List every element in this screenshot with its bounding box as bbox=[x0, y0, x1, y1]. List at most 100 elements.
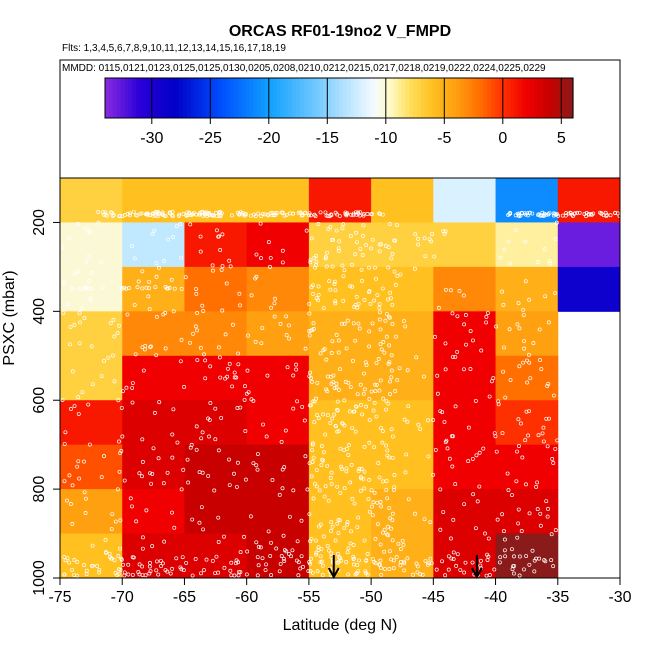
track-point bbox=[392, 485, 397, 490]
track-point bbox=[283, 428, 288, 433]
track-point bbox=[378, 562, 383, 567]
track-point bbox=[345, 550, 350, 555]
track-point bbox=[494, 449, 499, 454]
track-point bbox=[308, 258, 313, 262]
colorbar-segment bbox=[569, 78, 574, 118]
track-point bbox=[384, 487, 389, 492]
track-point bbox=[185, 457, 190, 462]
track-point bbox=[608, 213, 613, 218]
track-point bbox=[380, 286, 385, 291]
track-point bbox=[273, 296, 277, 301]
track-point bbox=[97, 570, 102, 575]
track-point bbox=[337, 367, 342, 372]
track-point bbox=[267, 264, 272, 269]
track-point bbox=[212, 488, 217, 493]
track-point bbox=[416, 236, 420, 241]
colorbar-segment bbox=[428, 78, 434, 118]
track-point bbox=[498, 255, 503, 260]
track-point bbox=[140, 546, 145, 551]
track-point bbox=[525, 380, 530, 385]
track-point bbox=[371, 408, 376, 413]
track-point bbox=[346, 443, 351, 447]
track-point bbox=[279, 554, 284, 558]
track-point bbox=[484, 314, 489, 319]
track-point bbox=[329, 551, 334, 556]
track-point bbox=[110, 512, 115, 517]
track-point bbox=[333, 538, 338, 543]
track-point bbox=[213, 210, 218, 215]
track-point bbox=[105, 213, 109, 218]
track-point bbox=[128, 211, 132, 216]
track-point bbox=[370, 321, 375, 326]
track-point bbox=[335, 407, 339, 412]
track-point bbox=[522, 339, 527, 343]
track-point bbox=[321, 306, 326, 310]
heatmap-cell bbox=[246, 355, 310, 401]
track-point bbox=[117, 214, 122, 219]
track-point bbox=[436, 305, 441, 310]
track-point bbox=[503, 395, 508, 400]
track-point bbox=[386, 401, 391, 406]
track-point bbox=[312, 399, 317, 404]
heatmap-cell bbox=[495, 444, 559, 490]
track-point bbox=[219, 267, 224, 272]
colorbar-segment bbox=[370, 78, 375, 118]
track-point bbox=[287, 514, 292, 519]
track-point bbox=[348, 541, 353, 546]
heatmap-cell bbox=[184, 178, 248, 223]
track-point bbox=[150, 232, 155, 237]
track-point bbox=[379, 572, 384, 577]
track-point bbox=[455, 349, 460, 354]
track-point bbox=[268, 255, 273, 260]
heatmap-cell bbox=[557, 222, 621, 268]
track-point bbox=[345, 520, 350, 525]
track-point bbox=[222, 534, 226, 539]
track-point bbox=[170, 566, 175, 571]
track-point bbox=[140, 459, 145, 464]
track-point bbox=[340, 421, 345, 426]
track-point bbox=[358, 488, 363, 493]
track-point bbox=[546, 381, 551, 386]
track-point bbox=[520, 455, 525, 460]
track-point bbox=[294, 367, 299, 372]
track-point bbox=[234, 484, 239, 489]
heatmap-cell bbox=[246, 489, 310, 535]
track-point bbox=[120, 389, 125, 394]
colorbar-segment bbox=[526, 78, 531, 118]
track-point bbox=[563, 213, 568, 218]
track-point bbox=[270, 478, 275, 482]
track-point bbox=[531, 341, 536, 346]
track-point bbox=[357, 326, 362, 331]
colorbar-segment bbox=[112, 78, 118, 118]
track-point bbox=[232, 471, 236, 476]
track-point bbox=[369, 488, 374, 493]
track-point bbox=[415, 570, 420, 575]
track-point bbox=[150, 213, 155, 218]
track-point bbox=[553, 528, 558, 533]
track-point bbox=[131, 209, 136, 214]
track-point bbox=[83, 496, 88, 501]
heatmap-cell bbox=[371, 533, 434, 579]
track-point bbox=[325, 413, 330, 418]
track-point bbox=[345, 522, 350, 527]
track-point bbox=[61, 311, 66, 316]
track-point bbox=[307, 560, 312, 565]
track-point bbox=[125, 312, 130, 317]
track-point bbox=[500, 289, 505, 294]
track-point bbox=[255, 555, 260, 559]
heatmap-cell bbox=[246, 444, 310, 490]
heatmap-cell bbox=[60, 444, 123, 490]
colorbar-segment bbox=[183, 78, 188, 118]
track-point bbox=[582, 212, 587, 217]
track-point bbox=[599, 211, 604, 216]
track-point bbox=[132, 256, 137, 261]
track-point bbox=[365, 572, 370, 577]
track-point bbox=[146, 294, 151, 299]
colorbar-segment bbox=[506, 78, 512, 118]
track-point bbox=[87, 278, 92, 283]
track-point bbox=[65, 498, 69, 503]
track-point bbox=[345, 211, 350, 216]
track-point bbox=[251, 461, 256, 466]
track-point bbox=[359, 466, 364, 471]
track-point bbox=[364, 404, 369, 409]
